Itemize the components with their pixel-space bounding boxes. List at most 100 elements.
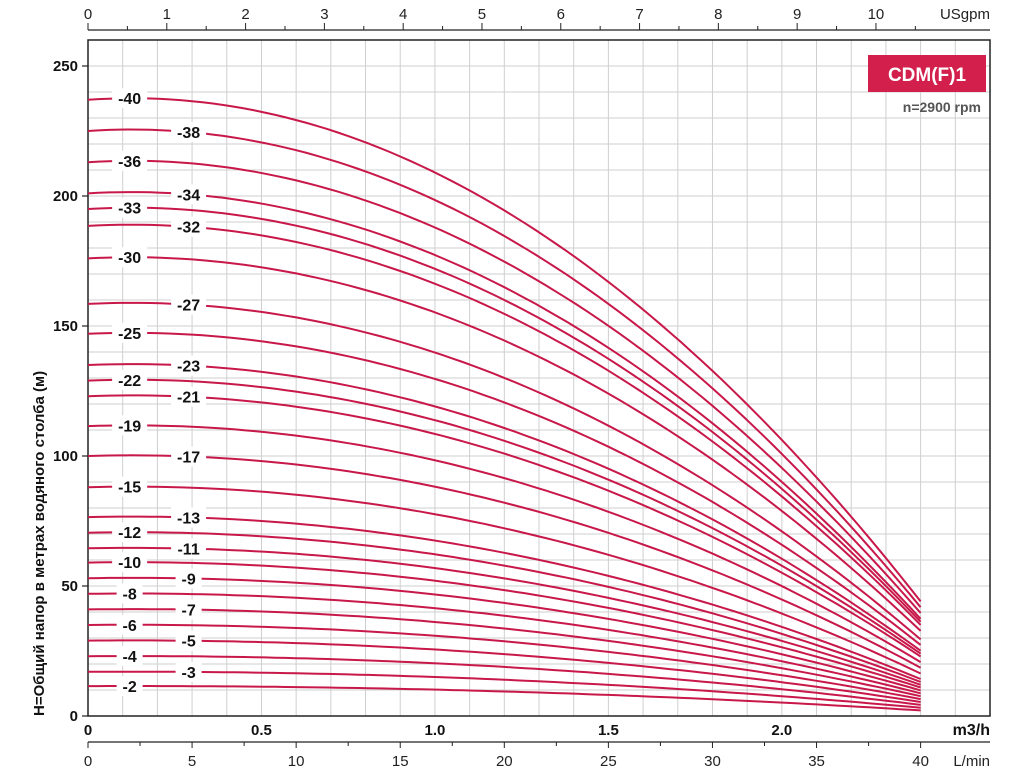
curve-label: -12 xyxy=(118,525,141,542)
curve-label-bg xyxy=(112,476,148,497)
curve-label: -13 xyxy=(177,510,200,527)
curve-label-bg xyxy=(112,552,148,573)
bottom-tick-label: 10 xyxy=(288,753,305,770)
curve-n3 xyxy=(88,670,921,709)
curve-n4 xyxy=(87,654,921,706)
bottom-tick-label: 20 xyxy=(496,753,513,770)
curve-label-bg xyxy=(175,630,202,651)
curve-label: -40 xyxy=(118,91,141,108)
top-tick-label: 3 xyxy=(320,6,328,23)
curve-label-bg xyxy=(112,322,148,343)
curve-label-bg xyxy=(171,538,207,559)
top-tick-label: 4 xyxy=(399,6,407,23)
bottom-tick-label: 35 xyxy=(808,753,825,770)
y-tick-label: 100 xyxy=(53,448,78,465)
curve-label: -5 xyxy=(181,634,195,651)
curve-n33 xyxy=(87,206,922,623)
curve-label-bg xyxy=(175,568,202,589)
curve-n27 xyxy=(87,301,922,641)
curve-label: -11 xyxy=(177,542,199,559)
curve-n2 xyxy=(88,685,921,712)
y-tick-label: 200 xyxy=(53,188,78,205)
curve-label: -38 xyxy=(177,125,200,142)
curve-label-bg xyxy=(112,522,148,543)
curve-label: -17 xyxy=(177,449,200,466)
bottom-tick-label: 25 xyxy=(600,753,617,770)
grid-layer xyxy=(88,40,990,716)
top-tick-label: 5 xyxy=(478,6,486,23)
curves-layer xyxy=(87,97,922,712)
curve-label-bg xyxy=(171,507,207,528)
curve-label: -8 xyxy=(123,586,137,603)
curve-n17 xyxy=(87,454,922,669)
y-tick-label: 50 xyxy=(61,578,78,595)
curve-n8 xyxy=(87,592,921,695)
curve-label: -23 xyxy=(177,359,200,376)
curve-label-bg xyxy=(116,646,143,667)
top-tick-label: 10 xyxy=(868,6,885,23)
x-tick-label: 0 xyxy=(84,722,92,739)
curve-n23 xyxy=(87,363,922,652)
curve-n40 xyxy=(87,97,922,603)
curve-label-bg xyxy=(171,184,207,205)
curve-label-bg xyxy=(116,676,143,697)
curve-label-bg xyxy=(112,88,148,109)
curve-label-bg xyxy=(116,614,143,635)
bottom-tick-label: 0 xyxy=(84,753,92,770)
model-name: CDM(F)1 xyxy=(888,65,967,86)
curve-label: -19 xyxy=(118,418,141,435)
x-axis-unit: m3/h xyxy=(953,722,990,739)
curve-label: -15 xyxy=(118,480,141,497)
top-tick-label: 8 xyxy=(714,6,722,23)
curve-n34 xyxy=(87,191,922,620)
bottom-tick-label: 40 xyxy=(912,753,929,770)
curve-label: -27 xyxy=(177,298,200,315)
curve-n19 xyxy=(87,424,922,663)
curve-label: -34 xyxy=(177,187,200,204)
curve-label-bg xyxy=(171,446,207,467)
curve-label-bg xyxy=(112,369,148,390)
x-tick-label: 2.0 xyxy=(771,722,792,739)
curve-n30 xyxy=(87,256,922,632)
top-tick-label: 2 xyxy=(241,6,249,23)
curve-n25 xyxy=(87,331,922,646)
curve-label: -9 xyxy=(181,571,195,588)
curve-label-bg xyxy=(112,150,148,171)
curve-label-bg xyxy=(112,197,148,218)
bottom-axis-unit: L/min xyxy=(953,753,990,770)
bottom-tick-label: 30 xyxy=(704,753,721,770)
curve-label-bg xyxy=(171,386,207,407)
curve-label-bg xyxy=(116,583,143,604)
curve-label: -36 xyxy=(118,154,141,171)
x-tick-label: 0.5 xyxy=(251,722,272,739)
top-tick-label: 7 xyxy=(635,6,643,23)
curve-label: -7 xyxy=(181,603,195,620)
curve-n9 xyxy=(87,576,921,692)
plot-frame xyxy=(87,39,991,717)
curve-n11 xyxy=(87,546,921,686)
curve-n22 xyxy=(87,378,922,655)
curve-label: -21 xyxy=(177,390,200,407)
curve-n10 xyxy=(87,561,921,689)
curve-n36 xyxy=(87,159,922,614)
curve-label-bg xyxy=(171,355,207,376)
curve-n15 xyxy=(87,485,922,675)
curve-labels-layer: -2 -3 -4 -5 -6 -7 -8 -9 -10 -11 -12 -13 -15 -17 -19 -21… xyxy=(112,88,207,697)
curve-n12 xyxy=(87,531,921,683)
curve-n6 xyxy=(87,623,921,701)
curve-label: -32 xyxy=(177,220,200,237)
curve-label-bg xyxy=(112,415,148,436)
curve-label-bg xyxy=(171,216,207,237)
y-tick-label: 250 xyxy=(53,58,78,75)
speed-label: n=2900 rpm xyxy=(903,99,981,115)
x-tick-label: 1.5 xyxy=(598,722,619,739)
top-tick-label: 0 xyxy=(84,6,92,23)
y-tick-label: 0 xyxy=(70,708,78,725)
curve-label: -10 xyxy=(118,555,141,572)
curve-label: -2 xyxy=(123,679,137,696)
curve-label: -4 xyxy=(123,649,137,666)
curve-label: -3 xyxy=(181,665,195,682)
y-axis-title: H=Общий напор в метрах водяного столба (… xyxy=(31,371,48,716)
